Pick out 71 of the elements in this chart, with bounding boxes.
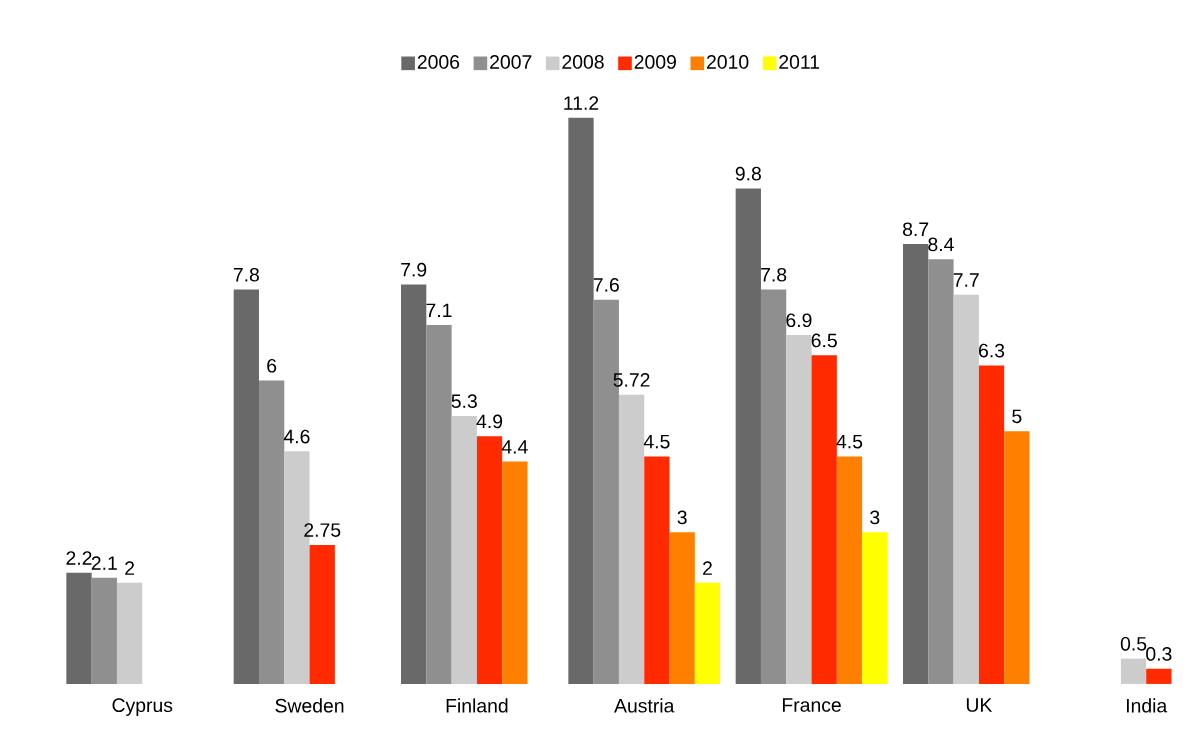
data-label: 6.3 (979, 343, 1005, 358)
bar (309, 545, 335, 685)
x-tick-label: Sweden (275, 698, 344, 713)
bar (1146, 668, 1172, 685)
legend-label: 2010 (707, 55, 749, 70)
bar (1120, 658, 1147, 685)
data-label: 5.3 (451, 394, 477, 409)
bar (502, 461, 528, 685)
data-label: 7.6 (593, 278, 619, 292)
bar (568, 117, 594, 685)
data-label: 7.8 (761, 268, 787, 282)
x-tick-label: Austria (614, 698, 675, 713)
bar (836, 456, 863, 685)
bar (953, 294, 979, 685)
data-label: 6.9 (786, 313, 812, 328)
data-label: 6.5 (811, 333, 837, 348)
data-label: 2.1 (91, 556, 117, 571)
bar (978, 365, 1005, 685)
x-tick-label: Finland (446, 698, 508, 713)
data-label: 5 (1012, 409, 1022, 424)
bar (451, 416, 477, 685)
bar (476, 436, 503, 685)
bar (426, 325, 452, 685)
x-tick-label: Cyprus (112, 698, 173, 717)
bar (903, 244, 929, 685)
legend-label: 2007 (490, 55, 532, 70)
bar (258, 380, 285, 685)
data-label: 6 (267, 359, 277, 373)
data-label: 11.2 (564, 96, 599, 110)
data-label: 7.7 (953, 273, 979, 287)
data-label: 3 (870, 510, 880, 525)
bar (116, 583, 143, 685)
bar (618, 394, 645, 685)
data-label: 5.72 (613, 373, 650, 387)
bar (91, 577, 117, 685)
data-label: 2 (703, 561, 712, 576)
bar (669, 532, 695, 685)
bar (66, 572, 92, 685)
legend-label: 2009 (634, 55, 676, 70)
bar (735, 188, 761, 685)
data-label: 9.8 (735, 167, 761, 181)
data-label: 4.5 (643, 435, 670, 449)
bar (760, 289, 787, 685)
bar (233, 289, 259, 685)
data-label: 2.2 (66, 551, 92, 565)
x-tick-label: UK (966, 698, 993, 713)
bar (811, 355, 837, 685)
bar (694, 583, 721, 685)
data-label: 7.8 (233, 268, 259, 282)
data-label: 8.4 (928, 237, 954, 252)
data-label: 4.6 (283, 429, 310, 444)
legend-label: 2011 (779, 55, 820, 70)
bar (928, 259, 954, 685)
bar (1004, 431, 1030, 685)
bar (644, 456, 670, 685)
bar (401, 284, 427, 685)
data-label: 2 (125, 561, 135, 576)
bar (862, 532, 888, 685)
data-label: 7.9 (401, 263, 427, 277)
data-label: 4.9 (476, 414, 503, 429)
data-label: 8.7 (903, 222, 929, 237)
data-label: 0.5 (1120, 637, 1147, 651)
data-label: 2.75 (304, 523, 341, 538)
data-label: 7.1 (426, 303, 452, 318)
data-label: 0.3 (1146, 647, 1172, 661)
legend-label: 2008 (562, 55, 604, 70)
bar (786, 335, 812, 685)
data-label: 3 (677, 510, 687, 525)
legend-label: 2006 (417, 55, 460, 70)
x-tick-label: India (1126, 698, 1168, 713)
x-tick-label: France (782, 698, 841, 713)
